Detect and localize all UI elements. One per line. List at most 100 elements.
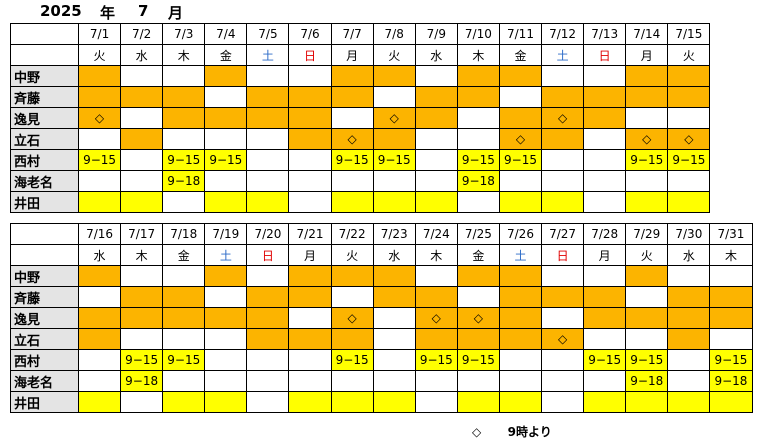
shift-cell	[204, 328, 248, 350]
staff-name: 逸見	[10, 107, 79, 129]
shift-cell: ◇	[414, 307, 458, 329]
shift-cell: 9−15	[414, 349, 458, 371]
shift-cell	[625, 286, 669, 308]
shift-cell	[414, 86, 458, 108]
shift-cell	[625, 391, 669, 413]
shift-cell	[77, 391, 122, 413]
date-cell: 7/22	[330, 223, 374, 245]
shift-cell: 9−15	[372, 149, 416, 171]
shift-cell: ◇	[330, 307, 374, 329]
shift-cell	[162, 391, 206, 413]
shift-cell	[541, 307, 585, 329]
corner-cell	[10, 23, 79, 45]
shift-cell	[667, 349, 711, 371]
shift-cell	[498, 391, 543, 413]
shift-cell	[162, 370, 206, 392]
shift-cell	[330, 86, 374, 108]
shift-cell: 9−15	[456, 149, 500, 171]
weekday-cell: 木	[414, 244, 458, 266]
shift-cell	[162, 286, 206, 308]
weekday-cell: 金	[162, 244, 206, 266]
shift-cell: ◇	[498, 128, 543, 150]
shift-cell: 9−15	[330, 349, 374, 371]
shift-cell: 9−15	[120, 349, 164, 371]
date-cell: 7/18	[162, 223, 206, 245]
shift-cell	[372, 307, 416, 329]
shift-cell	[204, 65, 248, 87]
shift-cell	[498, 328, 543, 350]
shift-cell	[583, 370, 627, 392]
shift-cell	[330, 265, 374, 287]
weekday-cell: 日	[288, 44, 332, 66]
shift-cell	[330, 370, 374, 392]
weekday-cell: 水	[667, 244, 711, 266]
shift-cell	[625, 307, 669, 329]
shift-cell	[667, 107, 711, 129]
shift-cell	[246, 107, 290, 129]
staff-row: 斉藤	[10, 86, 711, 108]
shift-cell	[667, 370, 711, 392]
staff-row: 立石 ◇	[10, 328, 753, 350]
date-cell: 7/13	[583, 23, 627, 45]
shift-cell	[162, 191, 206, 213]
shift-cell	[372, 265, 416, 287]
date-cell: 7/7	[330, 23, 374, 45]
shift-cell	[583, 191, 627, 213]
shift-cell	[667, 86, 711, 108]
shift-cell	[583, 328, 627, 350]
shift-cell	[625, 265, 669, 287]
shift-cell: 9−15	[204, 149, 248, 171]
weekday-cell: 日	[583, 44, 627, 66]
staff-name: 西村	[10, 149, 79, 171]
shift-cell	[667, 170, 711, 192]
shift-cell	[77, 307, 122, 329]
shift-cell	[77, 370, 122, 392]
date-cell: 7/26	[498, 223, 543, 245]
year-label: 2025	[40, 2, 82, 20]
legend-text: 9時より	[507, 425, 552, 439]
weekday-cell: 金	[204, 44, 248, 66]
shift-cell	[541, 170, 585, 192]
shift-cell	[204, 128, 248, 150]
shift-cell: 9−18	[709, 370, 753, 392]
shift-cell: ◇	[372, 107, 416, 129]
staff-name: 海老名	[10, 170, 79, 192]
corner-cell	[10, 244, 79, 266]
shift-cell	[120, 265, 164, 287]
shift-cell: ◇	[330, 128, 374, 150]
shift-cell	[625, 107, 669, 129]
shift-cell: 9−15	[498, 149, 543, 171]
shift-cell	[414, 149, 458, 171]
shift-cell	[204, 170, 248, 192]
shift-cell	[583, 107, 627, 129]
shift-cell	[625, 86, 669, 108]
shift-cell	[541, 391, 585, 413]
shift-cell	[498, 265, 543, 287]
shift-cell	[456, 107, 500, 129]
weekday-cell: 火	[330, 244, 374, 266]
shift-cell: 9−15	[625, 349, 669, 371]
weekday-cell: 水	[372, 244, 416, 266]
shift-cell	[372, 370, 416, 392]
month-char: 月	[168, 4, 184, 22]
shift-cell	[288, 191, 332, 213]
weekday-cell: 水	[77, 244, 122, 266]
shift-cell	[288, 65, 332, 87]
shift-cell	[541, 349, 585, 371]
shift-cell	[709, 265, 753, 287]
shift-cell: ◇	[625, 128, 669, 150]
shift-cell	[120, 86, 164, 108]
staff-row: 西村 9−15 9−15 9−15 9−15 9−15 9−15 9−15 9−15 9−15	[10, 149, 711, 171]
shift-cell	[625, 65, 669, 87]
staff-row: 中野	[10, 265, 753, 287]
shift-cell	[288, 391, 332, 413]
weekday-cell: 水	[414, 44, 458, 66]
shift-cell	[330, 65, 374, 87]
shift-cell	[583, 307, 627, 329]
date-cell: 7/8	[372, 23, 416, 45]
shift-cell: 9−18	[625, 370, 669, 392]
weekday-cell: 木	[162, 44, 206, 66]
date-cell: 7/24	[414, 223, 458, 245]
shift-cell	[541, 286, 585, 308]
legend-symbol: ◇	[472, 425, 482, 439]
